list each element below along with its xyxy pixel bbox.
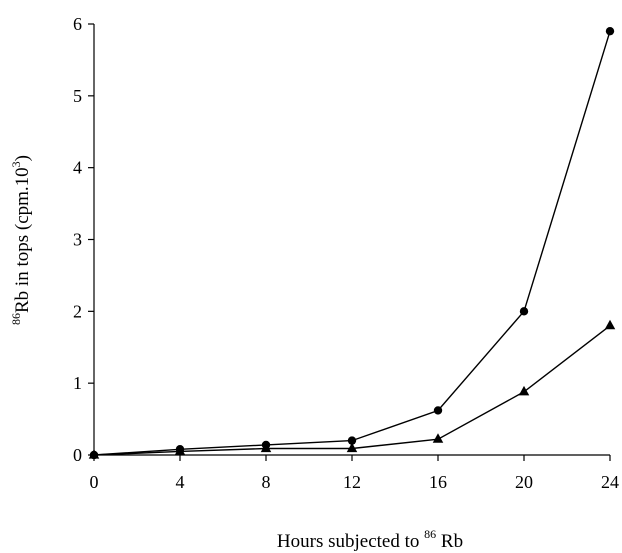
- y-axis-title: 86Rb in tops (cpm.103): [9, 155, 33, 325]
- data-point-triangle: [174, 445, 186, 456]
- y-ticks: 0 1 2 3 4 5 6: [73, 14, 94, 465]
- y-tick-label: 6: [73, 14, 82, 34]
- y-tick-label: 1: [73, 373, 82, 393]
- y-axis-title-superscript: 86: [9, 313, 23, 325]
- y-axis-title-exponent: 3: [9, 161, 23, 167]
- x-tick-label: 20: [515, 472, 533, 492]
- series-triangle: [88, 319, 616, 459]
- series-line-triangle: [93, 325, 611, 456]
- x-axis-title-prefix: Hours subjected to: [277, 531, 424, 552]
- data-point-circle: [605, 26, 615, 36]
- axes: [93, 24, 610, 456]
- y-axis-title-close: ): [12, 155, 33, 161]
- series-line-circle: [93, 30, 611, 456]
- data-point-triangle: [88, 449, 100, 459]
- data-point-triangle: [604, 319, 616, 330]
- x-axis-title-suffix: Rb: [436, 531, 463, 552]
- y-tick-label: 5: [73, 86, 82, 106]
- data-point-circle: [347, 436, 357, 445]
- x-axis-title: Hours subjected to 86 Rb: [277, 527, 463, 552]
- y-tick-label: 2: [73, 301, 82, 321]
- data-point-triangle: [432, 433, 444, 443]
- x-tick-label: 4: [176, 472, 185, 492]
- y-tick-label: 3: [73, 230, 82, 250]
- series-circle: [89, 26, 615, 460]
- data-point-circle: [519, 307, 529, 316]
- y-tick-label: 0: [73, 445, 82, 465]
- x-tick-label: 24: [601, 472, 619, 492]
- data-point-circle: [433, 406, 443, 415]
- x-tick-label: 12: [343, 472, 361, 492]
- data-point-triangle: [260, 442, 272, 453]
- x-ticks: 0 4 8 12 16 20 24: [90, 455, 619, 492]
- y-axis-title-main: Rb in tops (cpm.10: [12, 167, 33, 313]
- y-tick-label: 4: [73, 158, 82, 178]
- data-point-triangle: [518, 385, 530, 396]
- series-layer: [88, 26, 616, 460]
- data-point-triangle: [346, 442, 358, 453]
- x-tick-label: 0: [90, 472, 99, 492]
- x-tick-label: 16: [429, 472, 447, 492]
- x-tick-label: 8: [262, 472, 271, 492]
- x-axis-title-superscript: 86: [424, 527, 436, 541]
